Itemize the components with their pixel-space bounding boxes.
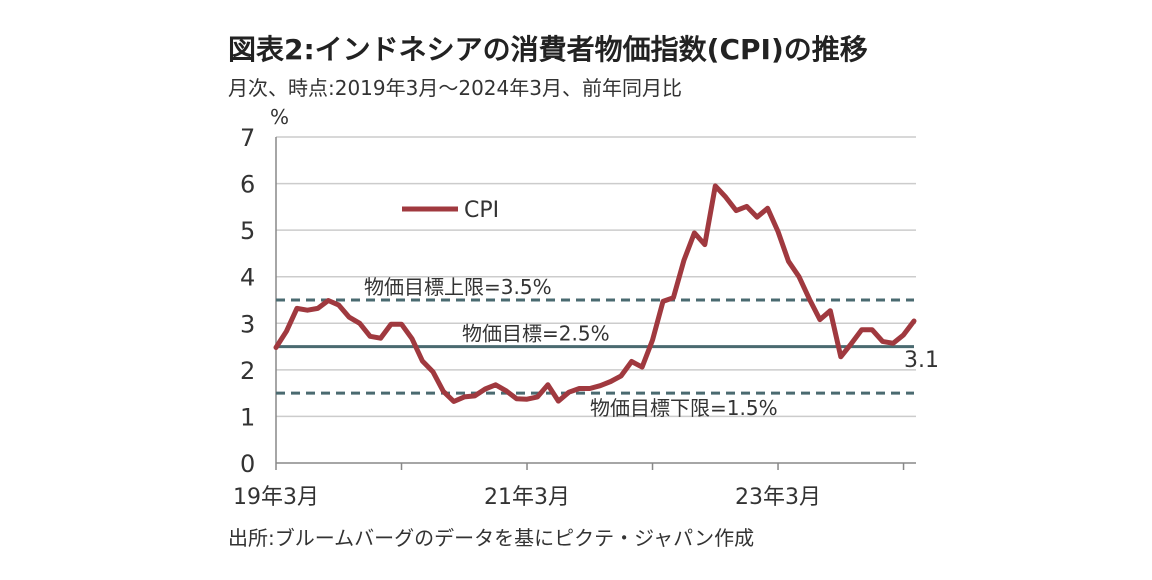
y-tick-label: 7 <box>240 124 255 152</box>
x-tick-label: 21年3月 <box>484 485 570 510</box>
reference-line-label: 物価目標=2.5% <box>462 322 610 346</box>
y-unit-label: % <box>270 105 289 129</box>
y-tick-label: 0 <box>240 450 255 478</box>
reference-line-label: 物価目標下限=1.5% <box>590 396 778 420</box>
cpi-series-line <box>273 183 917 404</box>
legend-label-cpi: CPI <box>464 198 499 223</box>
y-tick-label: 3 <box>240 310 255 338</box>
series-layer <box>273 183 917 404</box>
x-tick-label: 23年3月 <box>735 485 821 510</box>
chart-source: 出所:ブルームバーグのデータを基にピクテ・ジャパン作成 <box>228 526 755 550</box>
labels: 0 1 2 3 4 5 6 7% 19年3月 21年3月 23年3月 物価目標上限=3.5% 物価目標=… <box>233 105 939 510</box>
y-tick-label: 6 <box>240 171 255 199</box>
y-tick-label: 1 <box>240 403 255 431</box>
y-tick-label: 4 <box>240 264 255 292</box>
y-tick-label: 5 <box>240 217 255 245</box>
reference-line-label: 物価目標上限=3.5% <box>364 275 552 299</box>
grid-lines <box>276 136 916 418</box>
chart-subtitle: 月次、時点:2019年3月～2024年3月、前年同月比 <box>228 76 682 100</box>
end-value-label: 3.1 <box>904 348 939 373</box>
y-tick-label: 2 <box>240 357 255 385</box>
chart-title: 図表2:インドネシアの消費者物価指数(CPI)の推移 <box>228 33 868 66</box>
x-tick-label: 19年3月 <box>233 485 319 510</box>
